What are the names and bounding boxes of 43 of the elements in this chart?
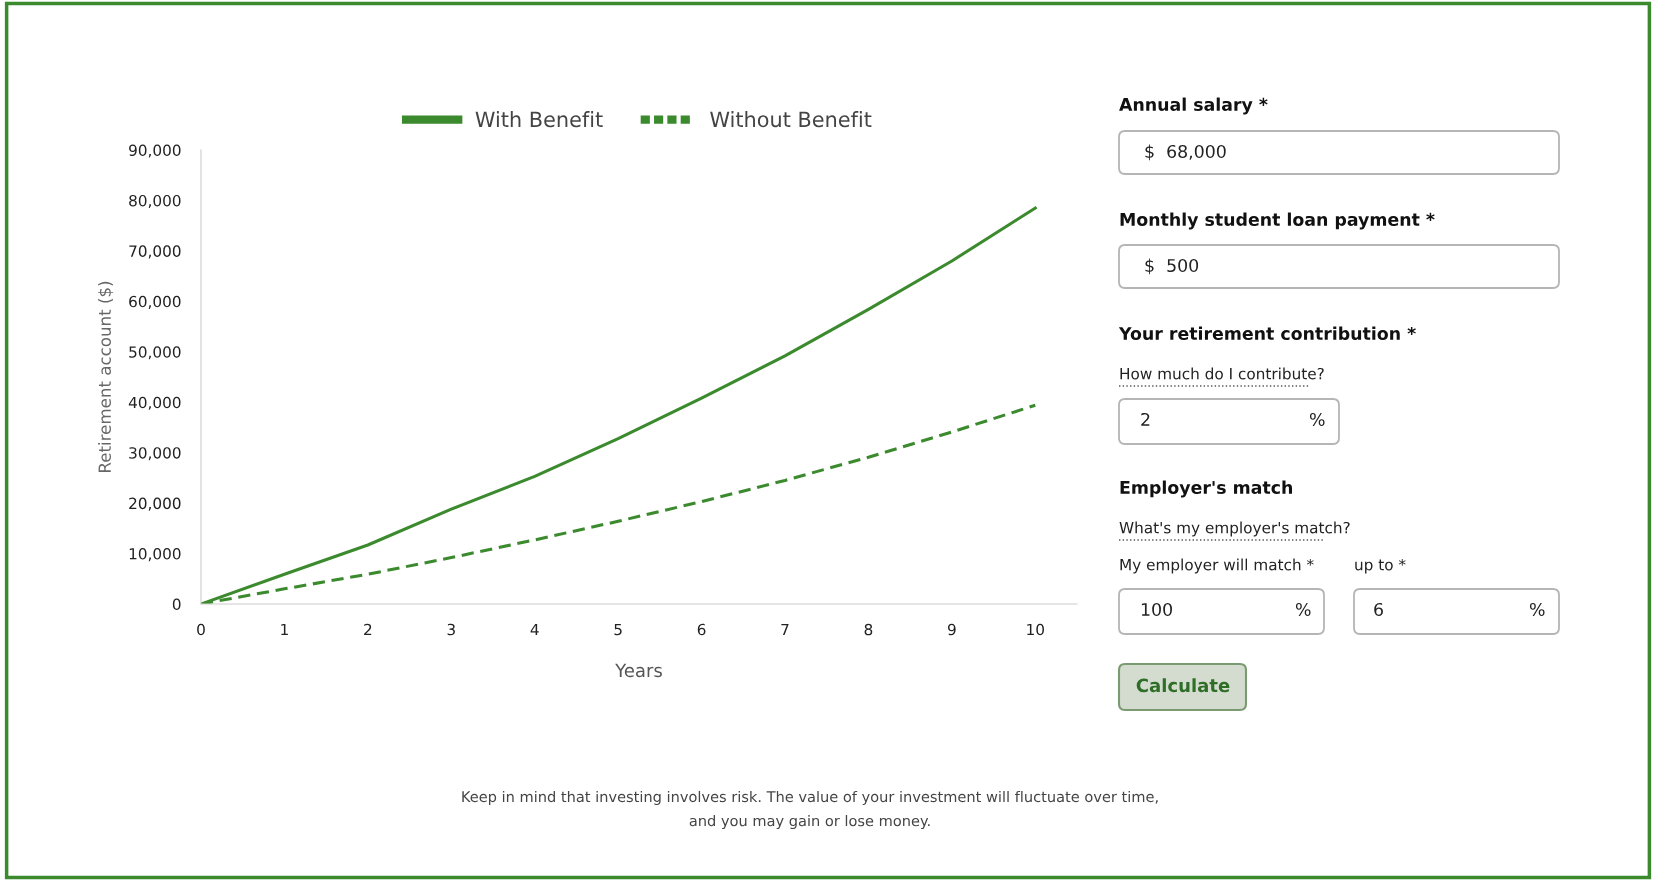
text: Keep in mind that investing involves risk. The value of your investment will fluctuate over time, and you may gain or lose money. bbox=[462, 790, 1158, 830]
text: % bbox=[1295, 602, 1311, 617]
y-tick-label: 30,000 bbox=[129, 447, 181, 461]
y-axis-title: Retirement account ($) bbox=[98, 281, 114, 472]
text: Monthly student loan payment * bbox=[1120, 212, 1435, 230]
x-axis-title: Years bbox=[615, 663, 662, 678]
y-tick-label: 60,000 bbox=[129, 295, 181, 309]
legend-label: Without Benefit bbox=[710, 111, 872, 128]
y-tick-label: 10,000 bbox=[129, 548, 181, 562]
y-tick-label: 90,000 bbox=[129, 144, 181, 158]
x-tick-label: 2 bbox=[364, 623, 372, 636]
x-tick-label: 5 bbox=[614, 623, 622, 636]
x-tick-label: 0 bbox=[197, 623, 205, 636]
y-tick-label: 0 bbox=[172, 598, 181, 611]
y-tick-label: 20,000 bbox=[129, 497, 181, 511]
text: % bbox=[1309, 412, 1325, 427]
x-tick-label: 1 bbox=[281, 623, 288, 636]
text: What's my employer's match? bbox=[1119, 521, 1350, 537]
y-tick-label: 40,000 bbox=[128, 396, 181, 410]
x-tick-label: 3 bbox=[447, 623, 455, 636]
y-tick-label: 70,000 bbox=[129, 245, 181, 259]
text: $ 68,000 bbox=[1145, 144, 1226, 161]
text: up to * bbox=[1355, 558, 1406, 574]
text: Calculate bbox=[1136, 678, 1230, 693]
text: Your retirement contribution * bbox=[1118, 326, 1416, 341]
text: Employer's match bbox=[1120, 480, 1292, 498]
legend-label: With Benefit bbox=[475, 111, 603, 128]
text: 2 bbox=[1141, 412, 1150, 426]
x-tick-label: 4 bbox=[530, 623, 539, 636]
text: 6 bbox=[1374, 602, 1383, 617]
text: Annual salary * bbox=[1119, 97, 1268, 115]
y-tick-label: 80,000 bbox=[129, 194, 181, 209]
x-tick-label: 9 bbox=[947, 623, 956, 636]
text: $ 500 bbox=[1145, 258, 1199, 275]
text: My employer will match * bbox=[1120, 558, 1314, 574]
text: % bbox=[1529, 602, 1545, 617]
x-tick-label: 10 bbox=[1027, 623, 1044, 636]
x-tick-label: 8 bbox=[864, 623, 873, 636]
text: 100 bbox=[1141, 602, 1172, 617]
y-tick-label: 50,000 bbox=[129, 346, 181, 360]
text: How much do I contribute? bbox=[1120, 367, 1324, 380]
x-tick-label: 7 bbox=[781, 623, 789, 636]
x-tick-label: 6 bbox=[697, 623, 706, 636]
